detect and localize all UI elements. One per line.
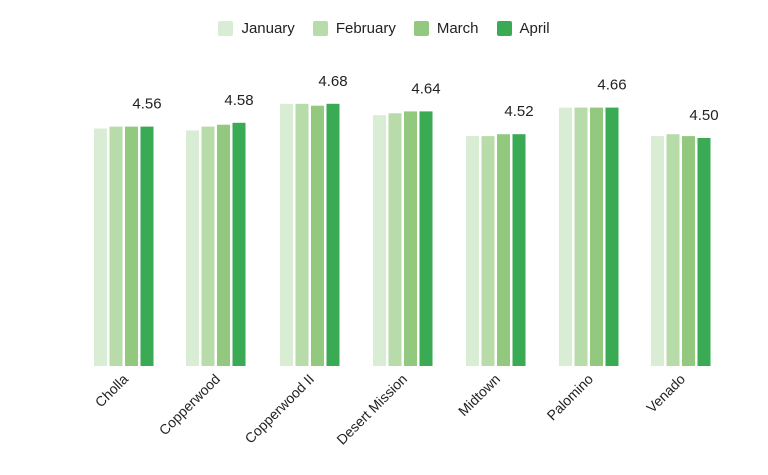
bar-venado-march bbox=[682, 136, 695, 366]
bar-midtown-april bbox=[512, 134, 526, 366]
bar-desert-mission-march bbox=[404, 111, 417, 367]
bar-copperwood-march bbox=[217, 124, 230, 366]
bar-midtown-february bbox=[481, 136, 495, 366]
bar-venado-february bbox=[666, 134, 680, 366]
x-tick-label-copperwood-ii: Copperwood II bbox=[241, 371, 317, 447]
x-tick-label-copperwood: Copperwood bbox=[156, 371, 223, 438]
data-label-venado: 4.50 bbox=[689, 107, 718, 124]
bar-palomino-january bbox=[559, 107, 572, 366]
x-tick-label-venado: Venado bbox=[643, 371, 688, 416]
data-label-cholla: 4.56 bbox=[132, 96, 161, 113]
bar-cholla-march bbox=[125, 126, 138, 366]
legend-item-march: March bbox=[413, 20, 479, 37]
bar-cholla-january bbox=[94, 128, 107, 366]
bar-desert-mission-january bbox=[373, 115, 386, 366]
bar-copperwood-january bbox=[186, 130, 199, 366]
bar-copperwood-ii-march bbox=[311, 105, 324, 366]
x-tick-label-midtown: Midtown bbox=[455, 371, 503, 419]
x-tick-label-palomino: Palomino bbox=[544, 371, 597, 424]
bar-midtown-january bbox=[466, 136, 479, 366]
legend-swatch-march bbox=[413, 21, 429, 36]
x-tick-label-desert-mission: Desert Mission bbox=[333, 371, 410, 448]
bar-desert-mission-april bbox=[419, 111, 433, 367]
bar-palomino-march bbox=[590, 107, 603, 366]
bar-palomino-april bbox=[605, 107, 619, 366]
data-label-midtown: 4.52 bbox=[504, 103, 533, 120]
data-label-copperwood-ii: 4.68 bbox=[318, 73, 347, 90]
bar-copperwood-ii-april bbox=[326, 103, 340, 367]
bar-palomino-february bbox=[574, 107, 588, 366]
legend-label-march: March bbox=[436, 20, 479, 37]
legend: January February March April bbox=[0, 20, 768, 37]
bar-venado-january bbox=[651, 136, 664, 366]
legend-item-february: February bbox=[312, 20, 396, 37]
legend-item-january: January bbox=[218, 20, 295, 37]
legend-swatch-january bbox=[218, 21, 234, 36]
legend-label-april: April bbox=[519, 20, 550, 37]
data-label-palomino: 4.66 bbox=[597, 77, 626, 94]
bar-copperwood-february bbox=[201, 126, 215, 366]
data-label-desert-mission: 4.64 bbox=[411, 80, 440, 97]
bar-copperwood-april bbox=[232, 122, 246, 366]
legend-label-january: January bbox=[241, 20, 295, 37]
legend-swatch-april bbox=[496, 21, 512, 36]
bar-copperwood-ii-february bbox=[295, 103, 309, 367]
bar-desert-mission-february bbox=[388, 113, 402, 366]
bar-venado-april bbox=[697, 138, 711, 366]
legend-item-april: April bbox=[496, 20, 550, 37]
x-tick-label-cholla: Cholla bbox=[92, 371, 132, 411]
legend-swatch-february bbox=[312, 21, 328, 36]
data-label-copperwood: 4.58 bbox=[224, 92, 253, 109]
bar-midtown-march bbox=[497, 134, 510, 366]
legend-label-february: February bbox=[335, 20, 396, 37]
bar-cholla-april bbox=[140, 126, 154, 366]
bar-copperwood-ii-january bbox=[280, 103, 293, 367]
bar-cholla-february bbox=[109, 126, 123, 366]
